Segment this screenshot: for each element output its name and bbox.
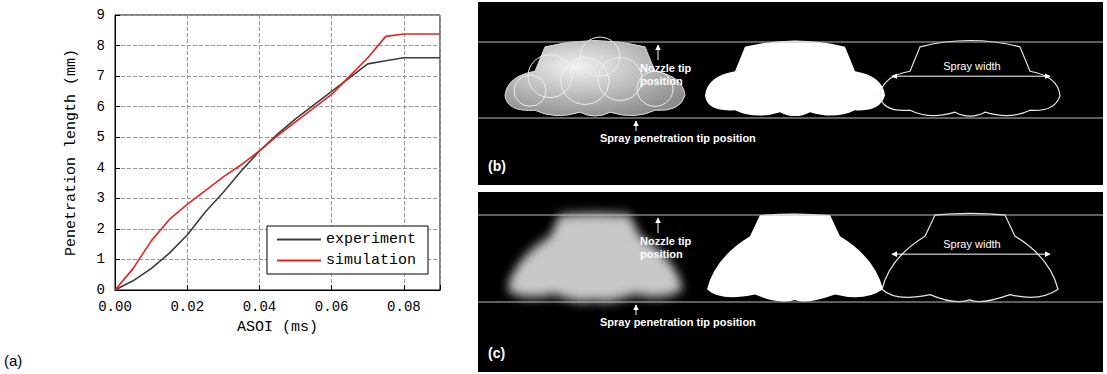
- svg-text:Penetration length (mm): Penetration length (mm): [63, 49, 80, 256]
- svg-text:Nozzle tipposition: Nozzle tipposition: [640, 235, 692, 260]
- svg-text:Spray width: Spray width: [943, 238, 1000, 250]
- svg-text:8: 8: [97, 38, 105, 54]
- svg-text:Spray penetration tip position: Spray penetration tip position: [600, 316, 756, 328]
- svg-text:3: 3: [97, 190, 105, 206]
- svg-text:Spray penetration tip position: Spray penetration tip position: [600, 132, 756, 144]
- svg-text:Spray width: Spray width: [943, 60, 1000, 72]
- svg-text:(b): (b): [488, 158, 506, 174]
- svg-text:2: 2: [97, 221, 105, 237]
- svg-text:(c): (c): [488, 345, 505, 361]
- svg-text:0.04: 0.04: [243, 299, 277, 315]
- svg-text:4: 4: [97, 160, 105, 176]
- svg-text:Nozzle tipposition: Nozzle tipposition: [640, 62, 692, 87]
- svg-text:(a): (a): [4, 352, 22, 369]
- svg-text:experiment: experiment: [326, 231, 416, 248]
- svg-text:ASOI (ms): ASOI (ms): [237, 319, 318, 336]
- svg-text:0: 0: [97, 282, 105, 298]
- svg-text:9: 9: [97, 7, 105, 23]
- svg-text:0.06: 0.06: [315, 299, 349, 315]
- svg-text:simulation: simulation: [326, 252, 416, 269]
- svg-text:0.02: 0.02: [170, 299, 204, 315]
- svg-text:0.00: 0.00: [98, 299, 132, 315]
- svg-text:0.08: 0.08: [387, 299, 421, 315]
- svg-text:6: 6: [97, 99, 105, 115]
- svg-text:1: 1: [97, 251, 105, 267]
- svg-text:5: 5: [97, 129, 105, 145]
- svg-text:7: 7: [97, 68, 105, 84]
